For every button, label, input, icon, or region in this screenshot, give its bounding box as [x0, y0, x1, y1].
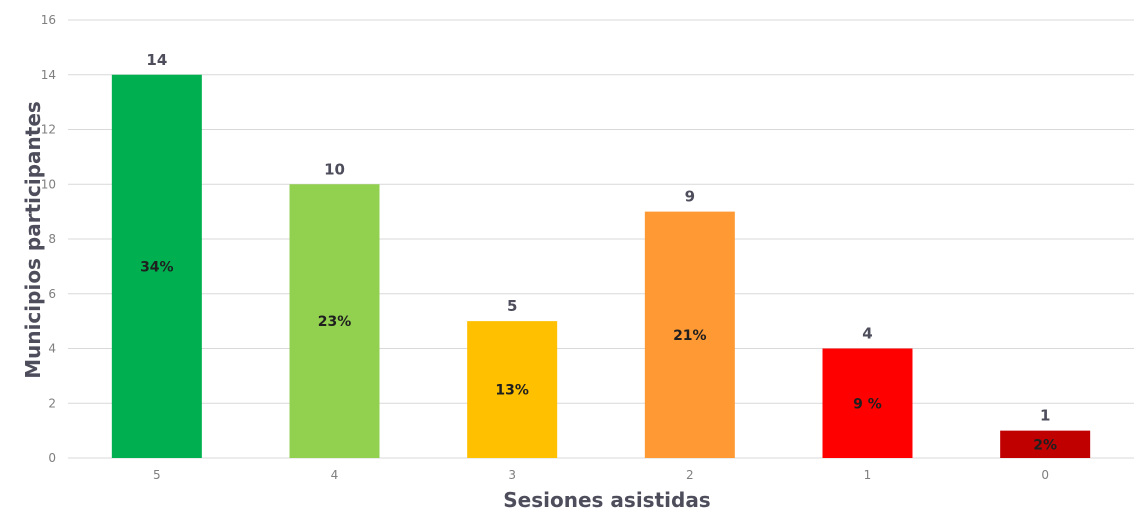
bar	[644, 211, 735, 458]
y-tick-label: 6	[48, 287, 56, 301]
y-tick-label: 16	[41, 13, 56, 27]
x-tick-label: 1	[864, 468, 872, 482]
x-tick-label: 5	[153, 468, 161, 482]
bar-value-label: 1	[1040, 407, 1050, 425]
bar	[822, 348, 913, 458]
x-axis-title: Sesiones asistidas	[503, 488, 710, 511]
y-axis-title: Municipios participantes	[21, 101, 45, 379]
x-tick-label: 2	[686, 468, 694, 482]
bar-value-label: 4	[862, 325, 872, 343]
gridlines	[68, 19, 1134, 459]
x-tick-label: 4	[331, 468, 339, 482]
bar-value-label: 14	[146, 51, 167, 69]
bar	[289, 184, 380, 458]
bar-percent-label: 23%	[318, 314, 352, 330]
bar-value-label: 10	[324, 160, 345, 178]
y-tick-label: 4	[48, 342, 56, 356]
x-tick-label: 0	[1041, 468, 1049, 482]
bar-percent-label: 34%	[140, 259, 174, 275]
y-tick-label: 10	[41, 177, 56, 191]
bar-percent-label: 2%	[1033, 437, 1057, 453]
x-tick-label: 3	[508, 468, 516, 482]
bars	[111, 74, 1091, 458]
bar-value-label: 9	[685, 188, 695, 206]
y-tick-label: 14	[41, 68, 56, 82]
y-tick-label: 8	[48, 232, 56, 246]
data-labels: 14 34% 10 23% 5 13% 9 21% 4 9 % 1 2%	[140, 51, 1057, 454]
bar	[467, 321, 558, 458]
bar-percent-label: 9 %	[853, 396, 882, 412]
y-tick-label: 0	[48, 451, 56, 465]
bar-value-label: 5	[507, 297, 517, 315]
y-tick-label: 12	[41, 123, 56, 137]
bar	[1000, 430, 1091, 458]
bar-percent-label: 13%	[495, 383, 529, 399]
y-tick-label: 2	[48, 396, 56, 410]
bar-percent-label: 21%	[673, 328, 707, 344]
bar	[111, 74, 202, 458]
